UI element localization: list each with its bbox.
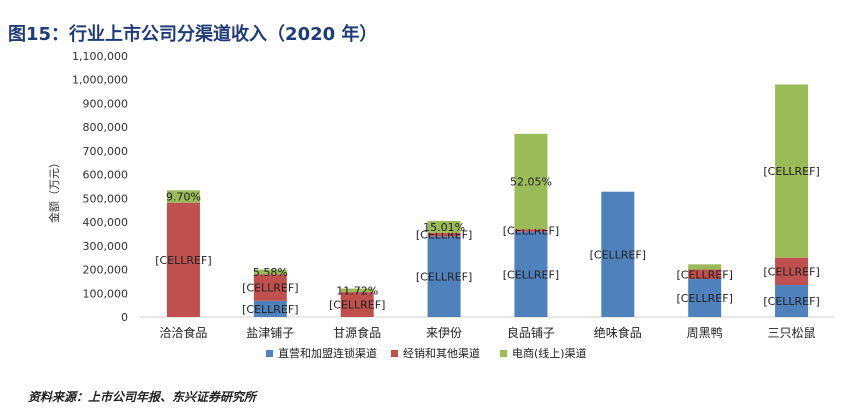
data-label: 9.70% [166,190,201,203]
legend-swatch [266,350,273,357]
y-tick-label: 200,000 [83,264,129,277]
y-tick-label: 1,000,000 [72,74,128,87]
data-label: [CELLREF] [242,282,298,295]
bar-segment [253,300,287,317]
data-label: [CELLREF] [676,292,732,305]
y-tick-label: 100,000 [83,287,129,300]
bar-segment [775,257,809,285]
y-axis: 0 100,000 200,000 300,000 400,000 500,000 600,… [72,50,835,324]
bar-segment [775,284,809,317]
category-label: 洽洽食品 [159,325,207,340]
bar-segment [601,191,635,317]
bar-segment [688,279,722,317]
y-tick-label: 700,000 [83,145,129,158]
y-tick-label: 1,100,000 [72,50,128,63]
x-axis-categories: 洽洽食品 盐津铺子 甘源食品 来伊份 良品铺子 绝味食品 周黑鸭 三只松鼠 [159,325,815,340]
chart-title: 图15：行业上市公司分渠道收入（2020 年） [8,24,378,45]
y-tick-label: 0 [121,311,128,324]
data-label: [CELLREF] [416,271,472,284]
bar-segment [514,231,548,317]
bars: [CELLREF] 9.70% [CELLREF] [CELLREF] 5.58% [CE… [155,84,820,317]
y-tick-label: 400,000 [83,216,129,229]
y-axis-label: 金额（万元） [47,157,61,223]
y-tick-label: 300,000 [83,240,129,253]
category-label: 周黑鸭 [687,326,723,340]
data-label: 5.58% [253,266,288,279]
y-tick-label: 800,000 [83,121,129,134]
y-tick-label: 500,000 [83,192,129,205]
data-label: [CELLREF] [329,299,385,312]
data-label: [CELLREF] [763,165,819,178]
data-label: 11.72% [336,284,378,297]
bar-segment [688,264,722,270]
bar-segment [253,274,287,301]
bar-segment [775,84,809,258]
data-label: [CELLREF] [503,268,559,281]
source-note: 资料来源：上市公司年报、东兴证券研究所 [28,390,257,404]
data-label: [CELLREF] [242,303,298,316]
legend-label: 电商(线上)渠道 [512,346,587,360]
legend-swatch [500,350,507,357]
legend-swatch [391,350,398,357]
legend-label: 经销和其他渠道 [403,346,480,360]
bar-segment [427,236,461,317]
category-label: 绝味食品 [594,325,642,340]
bar-segment [427,232,461,237]
data-label: [CELLREF] [590,248,646,261]
bar-segment [688,269,722,280]
bar-segment [166,190,200,203]
data-label: [CELLREF] [676,268,732,281]
data-label: [CELLREF] [763,295,819,308]
bar-segment [253,269,287,275]
bar-segment [514,133,548,230]
category-label: 来伊份 [426,326,462,340]
bar-segment [514,229,548,232]
data-label: [CELLREF] [763,265,819,278]
legend: 直营和加盟连锁渠道 经销和其他渠道 电商(线上)渠道 [266,346,587,360]
data-label: 15.01% [423,221,465,234]
category-label: 盐津铺子 [246,326,294,340]
category-label: 良品铺子 [507,325,555,340]
y-tick-label: 900,000 [83,97,129,110]
bar-segment [340,292,374,317]
data-label: [CELLREF] [155,254,211,267]
category-label: 三只松鼠 [768,326,816,340]
category-label: 甘源食品 [333,325,381,340]
bar-segment [340,288,374,293]
bar-segment [166,202,200,317]
data-label: 52.05% [510,176,552,189]
legend-label: 直营和加盟连锁渠道 [278,346,377,360]
bar-segment [427,220,461,233]
y-tick-label: 600,000 [83,169,129,182]
